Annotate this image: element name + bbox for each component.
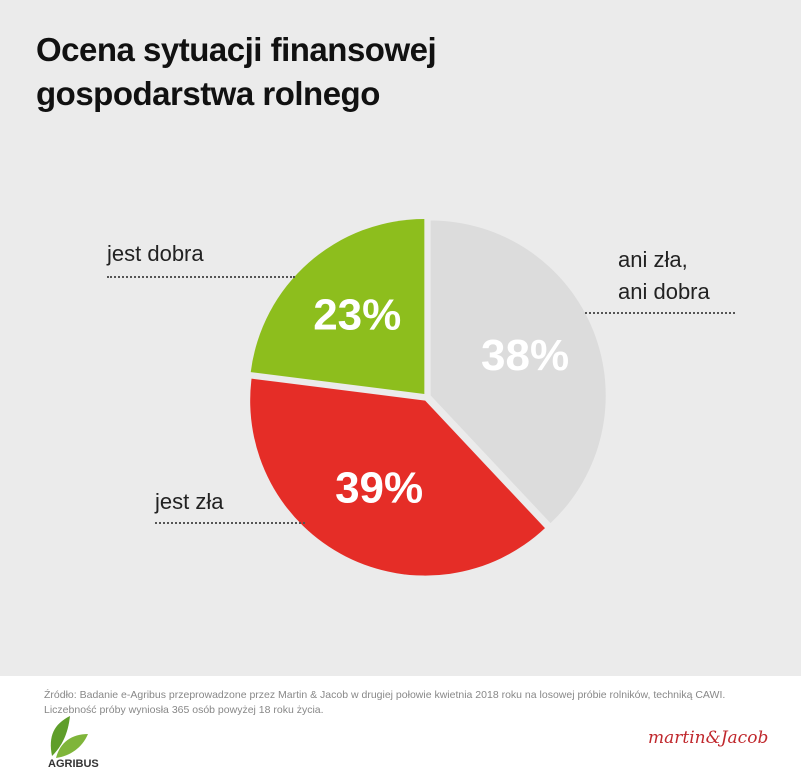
leader-line (155, 522, 305, 524)
chart-title: Ocena sytuacji finansowej gospodarstwa r… (36, 31, 437, 112)
source-note: Źródło: Badanie e-Agribus przeprowadzone… (44, 689, 726, 716)
category-label: jest zła (155, 489, 224, 514)
leader-line (585, 312, 735, 314)
footer: Źródło: Badanie e-Agribus przeprowadzone… (0, 676, 801, 778)
leaf (56, 734, 88, 758)
value-label: 38% (481, 331, 569, 380)
value-label: 39% (335, 464, 423, 513)
value-label: 23% (313, 290, 401, 339)
category-label: ani zła, ani dobra (618, 247, 710, 304)
pie-slice (250, 378, 545, 576)
pie-slice (250, 218, 425, 394)
signature: martin&Jacob (648, 728, 769, 748)
pie-chart: 38% 39% 23% (250, 218, 606, 576)
leader-line (107, 276, 295, 278)
logo-text: AGRIBUS (48, 758, 99, 770)
leaf (50, 716, 70, 756)
agribus-logo: AGRIBUS (48, 716, 99, 770)
category-label: jest dobra (107, 241, 204, 266)
pie-slice (430, 220, 606, 524)
